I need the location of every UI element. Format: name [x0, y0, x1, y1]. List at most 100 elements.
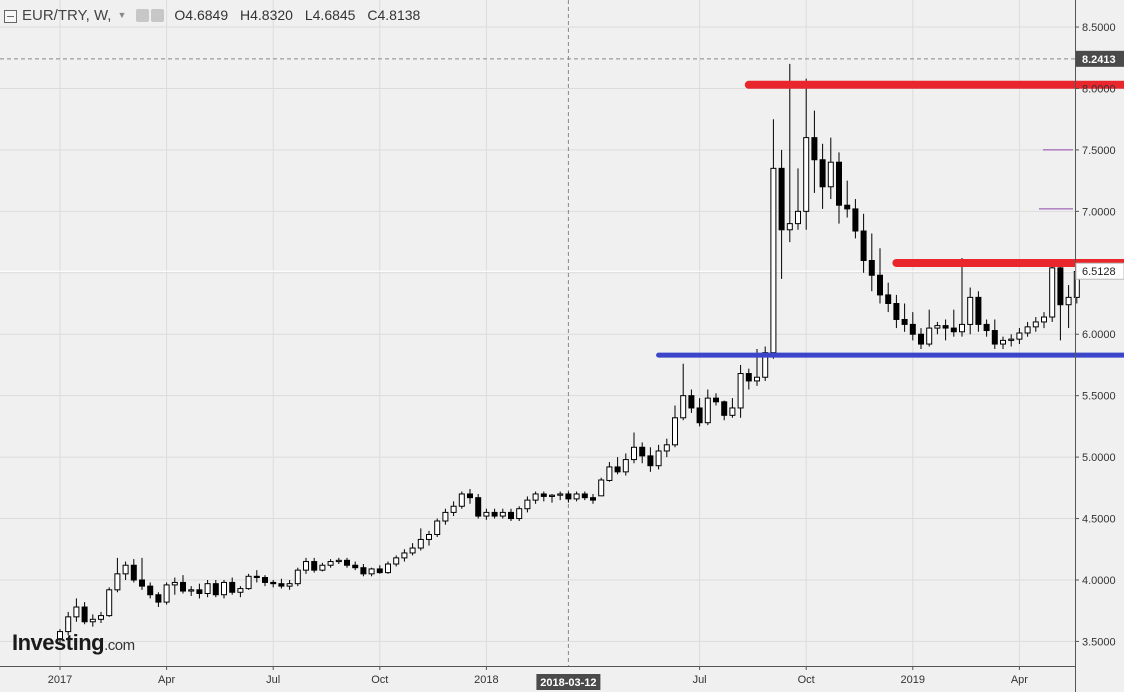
- candle-body: [417, 538, 424, 549]
- candle-body: [212, 583, 219, 596]
- candle-body: [1024, 326, 1031, 334]
- candle-body: [516, 508, 523, 520]
- candle-body: [483, 511, 490, 517]
- x-tick-label: 2017: [48, 674, 72, 686]
- candle-body: [844, 204, 851, 210]
- crosshair-price-tag: [1076, 50, 1124, 67]
- candle-body: [918, 333, 924, 345]
- settings-icon[interactable]: [151, 8, 165, 22]
- candle-body: [81, 606, 88, 623]
- candle-body: [360, 567, 367, 575]
- candle-body: [557, 493, 564, 496]
- candle-body: [885, 294, 892, 305]
- candle-body: [754, 376, 760, 382]
- header-buttons: [136, 8, 165, 22]
- y-tick-label: 4.0000: [1082, 575, 1116, 587]
- candle-body: [975, 296, 982, 325]
- candle-body: [991, 330, 998, 345]
- candle-body: [65, 616, 72, 633]
- y-tick-label: 7.5000: [1082, 145, 1116, 157]
- candle-body: [196, 589, 203, 595]
- candle-body: [877, 274, 883, 296]
- candle-body: [434, 520, 441, 536]
- x-tick-label: 2018: [474, 674, 498, 686]
- candle-body: [1008, 338, 1015, 341]
- y-axis[interactable]: 3.50004.00004.50005.00005.50006.00006.50…: [1075, 0, 1124, 692]
- candle-body: [221, 581, 227, 596]
- candle-body: [245, 575, 252, 590]
- candle-body: [294, 569, 301, 585]
- candle-body: [565, 493, 572, 500]
- candle-body: [409, 547, 416, 554]
- candle-body: [680, 395, 687, 419]
- candle-body: [229, 581, 236, 593]
- candle-body: [1000, 339, 1006, 345]
- candle-body: [147, 585, 154, 596]
- candle-body: [770, 167, 777, 354]
- candle-body: [122, 564, 129, 575]
- candle-body: [909, 323, 916, 335]
- open-value: O4.6849: [174, 7, 229, 23]
- candle-body: [1049, 267, 1056, 318]
- candle-body: [237, 588, 244, 593]
- crosshair-date-tag: [536, 674, 601, 690]
- candle-body: [352, 564, 359, 569]
- candle-body: [647, 455, 654, 467]
- candle-body: [614, 466, 621, 473]
- candle-body: [286, 583, 293, 587]
- candle-body: [688, 395, 695, 409]
- low-value: L4.6845: [304, 7, 356, 23]
- candle-body: [639, 446, 646, 457]
- candle-body: [1032, 321, 1039, 328]
- candle-body: [737, 373, 744, 409]
- candle-body: [57, 631, 63, 640]
- chart-header: EUR/TRY, W, ▼ O4.6849 H4.8320 L4.6845 C4…: [0, 0, 428, 30]
- candle-body: [778, 167, 785, 231]
- candle-body: [598, 479, 605, 497]
- candle-body: [204, 583, 211, 595]
- x-tick-label: Apr: [158, 674, 175, 686]
- collapse-icon[interactable]: [4, 10, 17, 23]
- candle-body: [73, 606, 80, 618]
- grid-lines: [0, 0, 1075, 666]
- close-value: C4.8138: [367, 7, 421, 23]
- candle-body: [458, 493, 465, 507]
- candle-body: [385, 563, 391, 574]
- candle-body: [967, 296, 974, 325]
- candle-body: [672, 417, 678, 446]
- y-tick-label: 4.5000: [1082, 514, 1116, 526]
- candle-body: [344, 559, 350, 566]
- eye-icon[interactable]: [136, 8, 150, 22]
- candle-body: [622, 459, 629, 473]
- symbol-title[interactable]: EUR/TRY, W,: [22, 6, 112, 24]
- candle-body: [442, 511, 449, 522]
- candle-body: [959, 323, 965, 333]
- last-price-tag: [1075, 262, 1124, 280]
- candle-body: [524, 499, 531, 510]
- candle-body: [663, 444, 670, 452]
- candle-body: [573, 493, 580, 500]
- candle-body: [180, 581, 186, 592]
- candle-body: [860, 230, 867, 262]
- candle-body: [1016, 332, 1023, 340]
- candle-body: [171, 581, 178, 586]
- x-tick-label: Jul: [693, 674, 707, 686]
- ohlc-readout: O4.6849 H4.8320 L4.6845 C4.8138: [174, 7, 428, 23]
- candle-body: [721, 401, 728, 416]
- candle-body: [786, 223, 793, 231]
- y-tick-label: 8.5000: [1082, 22, 1116, 34]
- candle-body: [803, 137, 810, 212]
- chevron-down-icon[interactable]: ▼: [117, 10, 127, 20]
- candle-body: [188, 589, 195, 592]
- high-value: H4.8320: [240, 7, 293, 23]
- candle-body: [98, 615, 104, 620]
- candle-body: [130, 564, 137, 581]
- y-tick-label: 5.5000: [1082, 391, 1116, 403]
- candle-body: [606, 466, 613, 481]
- x-tick-label: Apr: [1011, 674, 1028, 686]
- candle-body: [811, 137, 818, 161]
- candle-body: [1041, 316, 1047, 323]
- candle-body: [836, 161, 842, 206]
